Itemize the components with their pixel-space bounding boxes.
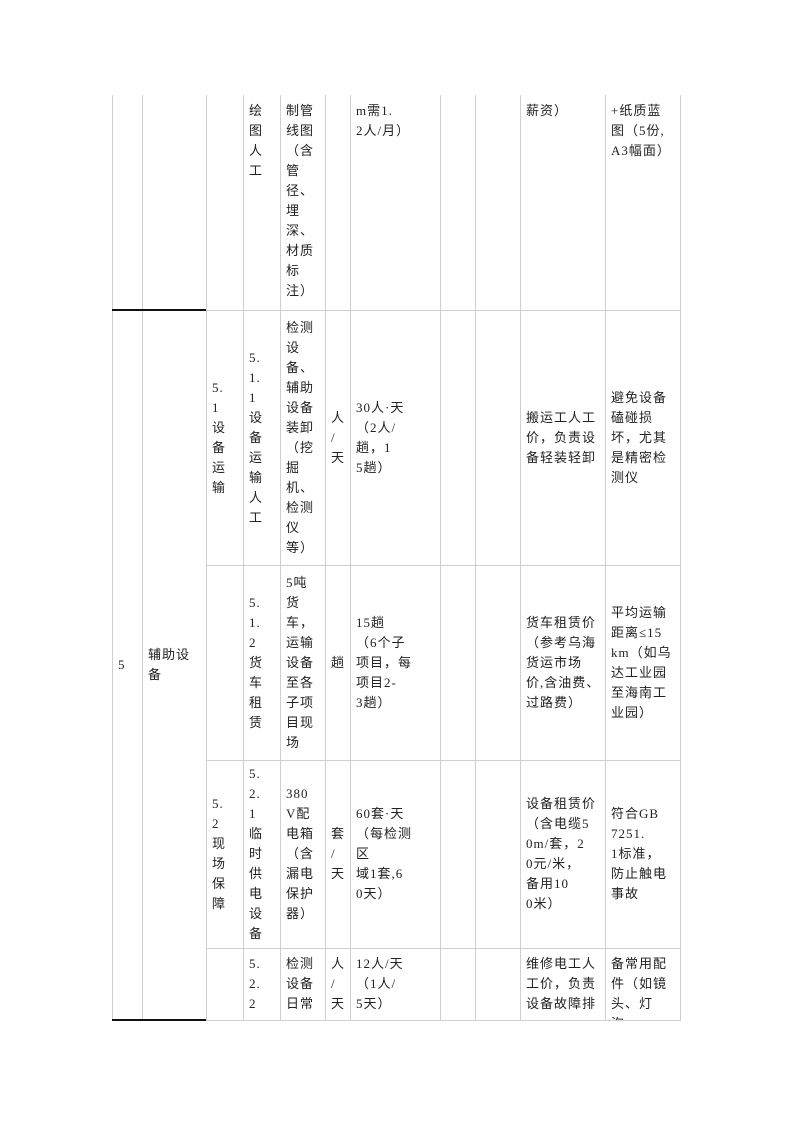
table-cell: 趟: [325, 565, 351, 761]
cell-text: 5. 2 现 场 保 障: [212, 796, 227, 911]
table-cell: 5. 2. 1 临 时 供 电 设 备: [243, 760, 281, 949]
table-cell: 12人/天 （1人/ 5天）: [350, 948, 441, 1021]
table-cell: 绘 图 人 工: [243, 95, 281, 311]
cell-text: +纸质蓝 图（5份, A3幅面）: [611, 103, 671, 158]
table-left-border: [112, 95, 113, 1020]
table-cell: 5. 1. 1 设 备 运 输 人 工: [243, 310, 281, 566]
cell-text: 5. 2. 2: [249, 956, 261, 1011]
cell-text: 检测 设备 日常: [286, 956, 315, 1011]
cell-text: 5. 1. 1 设 备 运 输 人 工: [249, 349, 264, 525]
table-cell: 设备租赁价 （含电缆5 0m/套，2 0元/米， 备用10 0米）: [520, 760, 606, 949]
table-cell: 5. 2 现 场 保 障: [206, 760, 244, 949]
table-cell-index: 5: [112, 310, 143, 1021]
cell-text: 绘 图 人 工: [249, 103, 264, 178]
cell-text: m需1. 2人/月）: [356, 103, 411, 138]
table-cell: [440, 565, 476, 761]
cell-text: 货车租赁价 （参考乌海 货运市场 价,含油费、 过路费）: [526, 614, 601, 710]
table-cell: [440, 948, 476, 1021]
cell-text: 60套·天 （每检测 区 域1套,6 0天）: [356, 806, 413, 901]
table-cell: [206, 948, 244, 1021]
table-cell: [475, 948, 521, 1021]
table-cell: [206, 95, 244, 311]
table-cell: [325, 95, 351, 311]
cell-text: 设备租赁价 （含电缆5 0m/套，2 0元/米， 备用10 0米）: [526, 796, 597, 911]
table-cell: 维修电工人 工价，负责 设备故障排: [520, 948, 606, 1021]
table-cell: 符合GB 7251. 1标准， 防止触电 事故: [605, 760, 681, 949]
cell-text: 备常用配 件（如镜 头、灯泡，: [611, 956, 668, 1020]
table-cell: 避免设备 磕碰损 坏，尤其 是精密检 测仪: [605, 310, 681, 566]
table-cell: 5. 1. 2 货 车 租 赁: [243, 565, 281, 761]
table-cell: 5. 2. 2: [243, 948, 281, 1021]
cell-text: 平均运输 距离≤15 km（如乌 达工业园 至海南工 业园）: [611, 604, 672, 720]
cell-text: 辅助设 备: [148, 647, 191, 682]
table-cell: 检测 设备 日常: [280, 948, 326, 1021]
table-cell: 人 / 天: [325, 310, 351, 566]
table-cell: +纸质蓝 图（5份, A3幅面）: [605, 95, 681, 311]
table-cell: [440, 310, 476, 566]
table-cell: 制管 线图 （含 管 径、 埋 深、 材质 标 注）: [280, 95, 326, 311]
table-cell-category: [142, 95, 207, 311]
table-cell: 5. 1 设 备 运 输: [206, 310, 244, 566]
table-cell: m需1. 2人/月）: [350, 95, 441, 311]
table-cell: 人 / 天: [325, 948, 351, 1021]
table-cell: [475, 310, 521, 566]
cell-text: 搬运工人工 价，负责设 备轻装轻卸: [526, 409, 597, 465]
cell-text: 人 / 天: [331, 956, 346, 1011]
cell-text: 检测 设 备、 辅助 设备 装卸 （挖 掘 机、 检测 仪 等）: [286, 319, 315, 555]
cell-text: 制管 线图 （含 管 径、 埋 深、 材质 标 注）: [286, 103, 315, 298]
cell-text: 5. 1 设 备 运 输: [212, 379, 227, 495]
table-cell: 货车租赁价 （参考乌海 货运市场 价,含油费、 过路费）: [520, 565, 606, 761]
table-cell: [475, 95, 521, 311]
table-cell: 检测 设 备、 辅助 设备 装卸 （挖 掘 机、 检测 仪 等）: [280, 310, 326, 566]
cell-text: 人 / 天: [331, 409, 346, 465]
table-cell: [440, 95, 476, 311]
cell-text: 15趟 （6个子 项目，每 项目2- 3趟）: [356, 614, 413, 710]
table-rule: [112, 309, 206, 311]
table-cell-category: 辅助设 备: [142, 310, 207, 1021]
table-cell: [475, 760, 521, 949]
table-cell: [475, 565, 521, 761]
table-cell: 30人·天 （2人/ 趟，1 5趟）: [350, 310, 441, 566]
table-cell-index: [112, 95, 143, 311]
cell-text: 380 V配 电箱 （含 漏电 保护 器）: [286, 786, 315, 921]
table-cell: 薪资）: [520, 95, 606, 311]
cell-text: 避免设备 磕碰损 坏，尤其 是精密检 测仪: [611, 389, 668, 485]
cell-text: 5: [118, 657, 126, 672]
table-cell: 60套·天 （每检测 区 域1套,6 0天）: [350, 760, 441, 949]
table-cell: 套 / 天: [325, 760, 351, 949]
table-rule: [112, 1019, 206, 1021]
cell-text: 5吨 货 车， 运输 设备 至各 子项 目现 场: [286, 574, 315, 750]
table-cell: 平均运输 距离≤15 km（如乌 达工业园 至海南工 业园）: [605, 565, 681, 761]
cell-text: 5. 2. 1 临 时 供 电 设 备: [249, 766, 264, 941]
table-cell: [440, 760, 476, 949]
table-cell: 15趟 （6个子 项目，每 项目2- 3趟）: [350, 565, 441, 761]
cell-text: 薪资）: [526, 103, 569, 118]
cell-text: 维修电工人 工价，负责 设备故障排: [526, 956, 597, 1011]
table-cell: [206, 565, 244, 761]
table-cell: 380 V配 电箱 （含 漏电 保护 器）: [280, 760, 326, 949]
table-cell: 搬运工人工 价，负责设 备轻装轻卸: [520, 310, 606, 566]
cell-text: 符合GB 7251. 1标准， 防止触电 事故: [611, 806, 668, 901]
cell-text: 5. 1. 2 货 车 租 赁: [249, 594, 264, 730]
cell-text: 30人·天 （2人/ 趟，1 5趟）: [356, 399, 405, 475]
cell-text: 趟: [331, 654, 346, 670]
table-cell: 备常用配 件（如镜 头、灯泡，: [605, 948, 681, 1021]
table-cell: 5吨 货 车， 运输 设备 至各 子项 目现 场: [280, 565, 326, 761]
cell-text: 12人/天 （1人/ 5天）: [356, 956, 404, 1011]
cell-text: 套 / 天: [331, 826, 346, 881]
